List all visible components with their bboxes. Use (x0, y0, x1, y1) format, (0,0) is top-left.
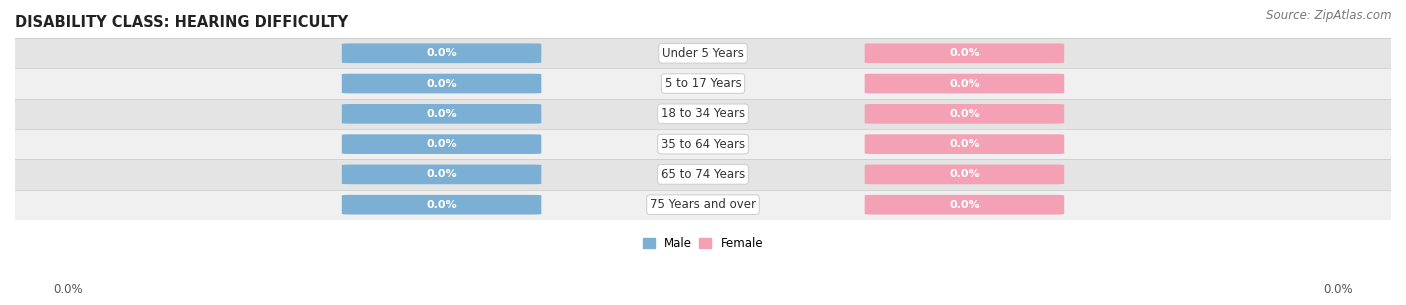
FancyBboxPatch shape (342, 195, 541, 214)
Text: 0.0%: 0.0% (949, 48, 980, 58)
FancyBboxPatch shape (865, 195, 1064, 214)
Bar (15, 68, 1391, 99)
FancyBboxPatch shape (865, 104, 1064, 124)
Bar (15, 159, 1391, 189)
Bar (15, 189, 1391, 220)
Text: 0.0%: 0.0% (426, 139, 457, 149)
FancyBboxPatch shape (342, 165, 541, 184)
FancyBboxPatch shape (342, 134, 541, 154)
FancyBboxPatch shape (865, 43, 1064, 63)
Text: 0.0%: 0.0% (426, 79, 457, 88)
FancyBboxPatch shape (342, 74, 541, 93)
Text: 75 Years and over: 75 Years and over (650, 198, 756, 211)
FancyBboxPatch shape (342, 104, 541, 124)
FancyBboxPatch shape (865, 134, 1064, 154)
Text: 65 to 74 Years: 65 to 74 Years (661, 168, 745, 181)
FancyBboxPatch shape (865, 74, 1064, 93)
Text: Under 5 Years: Under 5 Years (662, 47, 744, 60)
Bar (15, 129, 1391, 159)
Text: 0.0%: 0.0% (949, 139, 980, 149)
FancyBboxPatch shape (342, 43, 541, 63)
Bar (15, 38, 1391, 68)
Legend: Male, Female: Male, Female (640, 234, 766, 254)
Text: 0.0%: 0.0% (949, 200, 980, 210)
Text: 35 to 64 Years: 35 to 64 Years (661, 138, 745, 151)
Text: 0.0%: 0.0% (949, 109, 980, 119)
Text: 0.0%: 0.0% (426, 200, 457, 210)
Text: 18 to 34 Years: 18 to 34 Years (661, 107, 745, 120)
FancyBboxPatch shape (865, 165, 1064, 184)
Text: 0.0%: 0.0% (426, 48, 457, 58)
Text: 0.0%: 0.0% (949, 169, 980, 179)
Text: 5 to 17 Years: 5 to 17 Years (665, 77, 741, 90)
Text: 0.0%: 0.0% (426, 109, 457, 119)
Text: 0.0%: 0.0% (53, 283, 83, 296)
Text: 0.0%: 0.0% (949, 79, 980, 88)
Text: 0.0%: 0.0% (1323, 283, 1353, 296)
Text: Source: ZipAtlas.com: Source: ZipAtlas.com (1267, 9, 1392, 22)
Text: DISABILITY CLASS: HEARING DIFFICULTY: DISABILITY CLASS: HEARING DIFFICULTY (15, 15, 349, 30)
Bar (15, 99, 1391, 129)
Text: 0.0%: 0.0% (426, 169, 457, 179)
